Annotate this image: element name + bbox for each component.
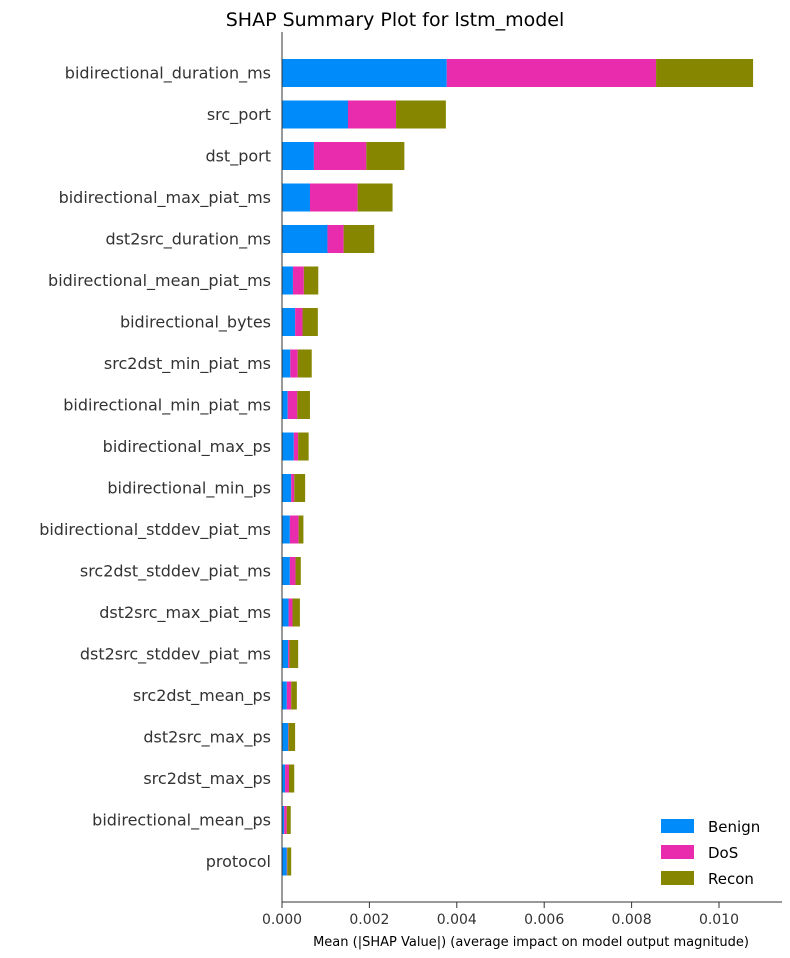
bar-benign-bidirectional-max-piat-ms	[282, 183, 310, 212]
feature-label: bidirectional_min_piat_ms	[63, 396, 271, 416]
x-tick-label: 0.010	[699, 912, 739, 928]
x-tick-label: 0.002	[349, 912, 389, 928]
feature-label: bidirectional_min_ps	[107, 479, 271, 499]
bar-benign-src2dst-min-piat-ms	[282, 349, 291, 378]
bar-recon-bidirectional-stddev-piat-ms	[298, 515, 304, 544]
bar-recon-protocol	[287, 847, 292, 876]
bar-benign-protocol	[282, 847, 287, 876]
bar-recon-bidirectional-max-piat-ms	[357, 183, 393, 212]
bar-dos-src2dst-max-ps	[285, 764, 289, 793]
feature-label: bidirectional_max_piat_ms	[59, 188, 271, 208]
legend-label-recon: Recon	[708, 870, 754, 888]
bar-recon-dst2src-max-ps	[288, 723, 296, 751]
bar-dos-dst-port	[313, 142, 367, 170]
bar-benign-dst-port	[282, 142, 314, 170]
chart-title: SHAP Summary Plot for lstm_model	[226, 9, 565, 31]
bar-dos-bidirectional-duration-ms	[446, 59, 657, 87]
bar-dos-bidirectional-mean-piat-ms	[292, 266, 304, 295]
bar-dos-dst2src-duration-ms	[327, 225, 344, 253]
feature-label: src2dst_max_ps	[143, 769, 271, 789]
legend-swatch-benign	[661, 819, 694, 833]
bar-recon-dst2src-max-piat-ms	[292, 598, 300, 627]
bar-dos-bidirectional-max-ps	[293, 432, 299, 461]
x-axis-ticks: 0.000 0.002 0.004 0.006 0.008 0.010	[262, 902, 739, 928]
bar-benign-bidirectional-max-ps	[282, 432, 294, 461]
bar-benign-src-port	[282, 100, 348, 129]
legend-label-dos: DoS	[708, 844, 738, 862]
bar-dos-bidirectional-bytes	[295, 308, 303, 336]
feature-label: bidirectional_max_ps	[103, 437, 271, 457]
bar-benign-src2dst-max-ps	[282, 764, 286, 793]
bar-dos-bidirectional-mean-ps	[284, 806, 287, 834]
x-tick-label: 0.004	[437, 912, 477, 928]
bar-recon-bidirectional-bytes	[302, 308, 318, 336]
bar-recon-src2dst-max-ps	[288, 764, 295, 793]
bar-dos-src2dst-min-piat-ms	[290, 349, 298, 378]
bar-benign-bidirectional-duration-ms	[282, 59, 447, 87]
feature-label: dst2src_max_ps	[143, 728, 271, 748]
bar-recon-bidirectional-mean-ps	[286, 806, 291, 834]
feature-label: src2dst_stddev_piat_ms	[80, 562, 271, 582]
bar-benign-dst2src-stddev-piat-ms	[282, 640, 289, 668]
bar-benign-dst2src-max-piat-ms	[282, 598, 289, 627]
bar-benign-dst2src-duration-ms	[282, 225, 328, 253]
bar-recon-dst-port	[366, 142, 405, 170]
feature-label: dst2src_max_piat_ms	[99, 603, 271, 623]
bar-recon-bidirectional-duration-ms	[656, 59, 754, 87]
bar-recon-src-port	[396, 100, 446, 129]
feature-label: dst_port	[205, 147, 271, 167]
feature-label: src2dst_mean_ps	[133, 686, 271, 706]
bar-benign-bidirectional-mean-ps	[282, 806, 285, 834]
legend-swatch-recon	[661, 871, 694, 885]
feature-label: bidirectional_bytes	[120, 313, 271, 333]
legend: Benign DoS Recon	[661, 818, 760, 888]
bar-dos-dst2src-stddev-piat-ms	[288, 640, 290, 668]
bar-recon-dst2src-stddev-piat-ms	[289, 640, 299, 668]
feature-label: protocol	[206, 852, 271, 871]
bar-recon-bidirectional-min-ps	[294, 474, 306, 502]
bar-dos-src-port	[347, 100, 397, 129]
bar-recon-src2dst-mean-ps	[291, 681, 297, 710]
bar-benign-bidirectional-mean-piat-ms	[282, 266, 293, 295]
bar-benign-bidirectional-min-ps	[282, 474, 292, 502]
bar-recon-bidirectional-max-ps	[298, 432, 309, 461]
legend-swatch-dos	[661, 845, 694, 859]
bar-dos-bidirectional-stddev-piat-ms	[289, 515, 299, 544]
bar-recon-bidirectional-mean-piat-ms	[303, 266, 319, 295]
bar-area	[282, 59, 754, 876]
x-tick-label: 0.006	[524, 912, 564, 928]
bar-benign-bidirectional-bytes	[282, 308, 296, 336]
bar-recon-src2dst-min-piat-ms	[297, 349, 312, 378]
bar-recon-bidirectional-min-piat-ms	[297, 391, 310, 419]
legend-label-benign: Benign	[708, 818, 760, 836]
feature-label: dst2src_duration_ms	[105, 230, 271, 250]
bar-dos-src2dst-stddev-piat-ms	[289, 557, 296, 585]
bar-dos-bidirectional-min-ps	[291, 474, 295, 502]
feature-label: bidirectional_mean_piat_ms	[48, 271, 271, 291]
bar-benign-bidirectional-min-piat-ms	[282, 391, 288, 419]
feature-label: bidirectional_mean_ps	[92, 811, 271, 831]
x-tick-label: 0.000	[262, 912, 302, 928]
x-tick-label: 0.008	[612, 912, 652, 928]
feature-labels: bidirectional_duration_ms src_port dst_por…	[39, 64, 271, 872]
x-axis-label: Mean (|SHAP Value|) (average impact on m…	[313, 935, 749, 950]
bar-recon-dst2src-duration-ms	[343, 225, 375, 253]
bar-benign-bidirectional-stddev-piat-ms	[282, 515, 290, 544]
feature-label: bidirectional_duration_ms	[65, 64, 271, 84]
bar-benign-dst2src-max-ps	[282, 723, 289, 751]
bar-benign-src2dst-stddev-piat-ms	[282, 557, 290, 585]
feature-label: src_port	[207, 105, 271, 125]
feature-label: dst2src_stddev_piat_ms	[80, 645, 271, 665]
bar-dos-bidirectional-min-piat-ms	[287, 391, 298, 419]
feature-label: src2dst_min_piat_ms	[104, 354, 271, 374]
bar-dos-src2dst-mean-ps	[286, 681, 292, 710]
bar-benign-src2dst-mean-ps	[282, 681, 287, 710]
bar-dos-dst2src-max-piat-ms	[288, 598, 293, 627]
bar-recon-src2dst-stddev-piat-ms	[295, 557, 301, 585]
feature-label: bidirectional_stddev_piat_ms	[39, 520, 271, 540]
bar-dos-bidirectional-max-piat-ms	[309, 183, 358, 212]
